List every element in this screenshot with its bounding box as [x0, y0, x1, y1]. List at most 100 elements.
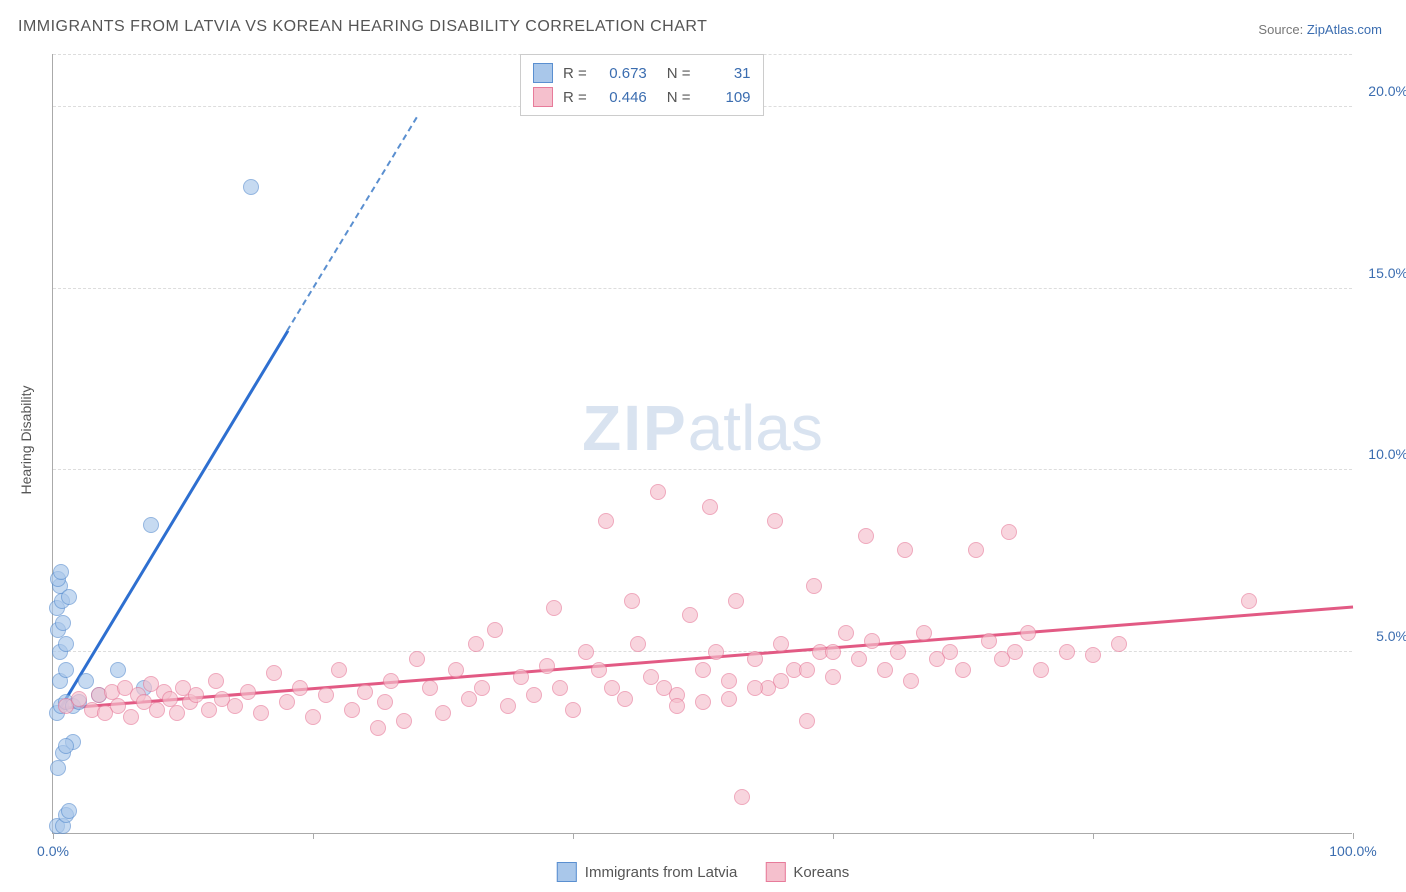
data-point	[955, 662, 971, 678]
data-point	[1085, 647, 1101, 663]
legend-item: Koreans	[765, 862, 849, 882]
data-point	[58, 662, 74, 678]
data-point	[747, 680, 763, 696]
data-point	[903, 673, 919, 689]
watermark: ZIPatlas	[582, 391, 823, 465]
data-point	[318, 687, 334, 703]
x-tick	[833, 833, 834, 839]
x-tick	[53, 833, 54, 839]
data-point	[370, 720, 386, 736]
data-point	[897, 542, 913, 558]
legend-row: R =0.446N =109	[533, 85, 751, 109]
data-point	[552, 680, 568, 696]
data-point	[682, 607, 698, 623]
data-point	[383, 673, 399, 689]
data-point	[721, 673, 737, 689]
data-point	[240, 684, 256, 700]
data-point	[825, 644, 841, 660]
data-point	[546, 600, 562, 616]
legend-n-label: N =	[667, 89, 691, 106]
data-point	[422, 680, 438, 696]
data-point	[838, 625, 854, 641]
legend-item: Immigrants from Latvia	[557, 862, 738, 882]
data-point	[916, 625, 932, 641]
data-point	[617, 691, 633, 707]
x-tick	[573, 833, 574, 839]
data-point	[1111, 636, 1127, 652]
legend-label: Koreans	[793, 864, 849, 881]
data-point	[474, 680, 490, 696]
data-point	[344, 702, 360, 718]
data-point	[50, 760, 66, 776]
correlation-legend: R =0.673N =31R =0.446N =109	[520, 54, 764, 116]
legend-row: R =0.673N =31	[533, 61, 751, 85]
y-tick-label: 15.0%	[1358, 265, 1406, 281]
data-point	[728, 593, 744, 609]
x-tick	[313, 833, 314, 839]
legend-swatch	[765, 862, 785, 882]
data-point	[767, 513, 783, 529]
data-point	[695, 662, 711, 678]
trend-line-extrapolation	[286, 117, 418, 332]
watermark-atlas: atlas	[688, 392, 823, 464]
gridline	[53, 469, 1352, 470]
x-tick-label: 100.0%	[1329, 843, 1376, 859]
data-point	[243, 179, 259, 195]
data-point	[858, 528, 874, 544]
data-point	[591, 662, 607, 678]
data-point	[331, 662, 347, 678]
data-point	[266, 665, 282, 681]
data-point	[1241, 593, 1257, 609]
y-tick-label: 20.0%	[1358, 83, 1406, 99]
data-point	[396, 713, 412, 729]
data-point	[61, 589, 77, 605]
data-point	[201, 702, 217, 718]
data-point	[377, 694, 393, 710]
data-point	[539, 658, 555, 674]
data-point	[513, 669, 529, 685]
y-tick-label: 10.0%	[1358, 446, 1406, 462]
data-point	[61, 803, 77, 819]
gridline	[53, 288, 1352, 289]
x-tick-label: 0.0%	[37, 843, 69, 859]
data-point	[1033, 662, 1049, 678]
y-axis-title: Hearing Disability	[18, 386, 34, 495]
legend-n-value: 31	[701, 65, 751, 82]
legend-label: Immigrants from Latvia	[585, 864, 738, 881]
watermark-zip: ZIP	[582, 392, 688, 464]
data-point	[305, 709, 321, 725]
legend-r-label: R =	[563, 89, 587, 106]
data-point	[864, 633, 880, 649]
data-point	[55, 615, 71, 631]
data-point	[890, 644, 906, 660]
data-point	[806, 578, 822, 594]
data-point	[357, 684, 373, 700]
data-point	[695, 694, 711, 710]
source-attribution: Source: ZipAtlas.com	[1258, 22, 1382, 37]
data-point	[227, 698, 243, 714]
data-point	[773, 636, 789, 652]
data-point	[630, 636, 646, 652]
data-point	[58, 738, 74, 754]
data-point	[526, 687, 542, 703]
legend-swatch	[533, 63, 553, 83]
data-point	[981, 633, 997, 649]
source-label: Source:	[1258, 22, 1303, 37]
gridline	[53, 651, 1352, 652]
data-point	[78, 673, 94, 689]
data-point	[877, 662, 893, 678]
legend-n-label: N =	[667, 65, 691, 82]
data-point	[650, 484, 666, 500]
x-tick	[1093, 833, 1094, 839]
data-point	[721, 691, 737, 707]
data-point	[143, 517, 159, 533]
data-point	[58, 636, 74, 652]
data-point	[110, 662, 126, 678]
data-point	[292, 680, 308, 696]
source-link[interactable]: ZipAtlas.com	[1307, 22, 1382, 37]
data-point	[734, 789, 750, 805]
chart-title: IMMIGRANTS FROM LATVIA VS KOREAN HEARING…	[18, 18, 707, 36]
data-point	[708, 644, 724, 660]
legend-n-value: 109	[701, 89, 751, 106]
data-point	[825, 669, 841, 685]
